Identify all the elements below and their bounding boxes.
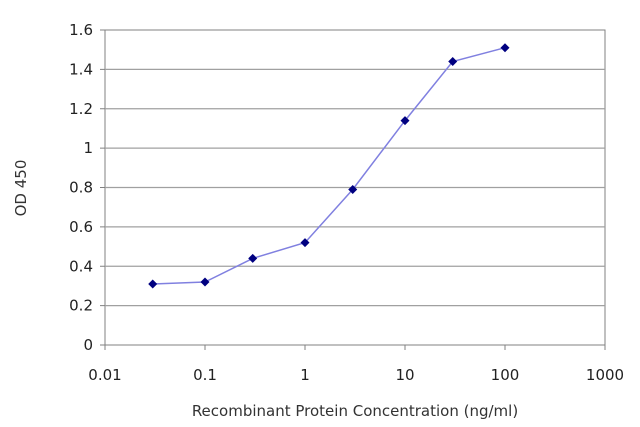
grid	[100, 29, 606, 350]
data-point	[300, 238, 310, 248]
y-tick-label: 0.6	[69, 218, 93, 236]
x-tick-label: 10	[395, 366, 414, 384]
x-tick-label: 1000	[586, 366, 624, 384]
x-tick-label: 0.1	[193, 366, 217, 384]
y-tick-label: 1.2	[69, 100, 93, 118]
y-tick-label: 1.4	[69, 60, 93, 78]
y-tick-label: 0.2	[69, 297, 93, 315]
y-tick-label: 0.8	[69, 179, 93, 197]
y-tick-label: 1.6	[69, 21, 93, 39]
series	[148, 43, 510, 289]
data-point	[148, 279, 158, 289]
data-point	[348, 184, 358, 194]
x-axis-label: Recombinant Protein Concentration (ng/ml…	[192, 402, 518, 420]
y-tick-label: 0	[83, 336, 93, 354]
y-axis-label: OD 450	[12, 160, 30, 217]
x-tick-labels: 0.01 0.1 1 10 100 1000	[88, 366, 624, 384]
data-point	[248, 253, 258, 263]
x-tick-label: 0.01	[88, 366, 121, 384]
y-tick-label: 0.4	[69, 257, 93, 275]
x-tick-label: 1	[300, 366, 310, 384]
data-point	[200, 277, 210, 287]
data-point	[500, 43, 510, 53]
data-point	[400, 116, 410, 126]
data-point	[448, 57, 458, 66]
x-tick-label: 100	[491, 366, 520, 384]
series-line	[152, 46, 506, 285]
y-tick-labels: 0 0.2 0.4 0.6 0.8 1 1.2 1.4 1.6	[69, 21, 93, 354]
y-tick-label: 1	[83, 139, 93, 157]
